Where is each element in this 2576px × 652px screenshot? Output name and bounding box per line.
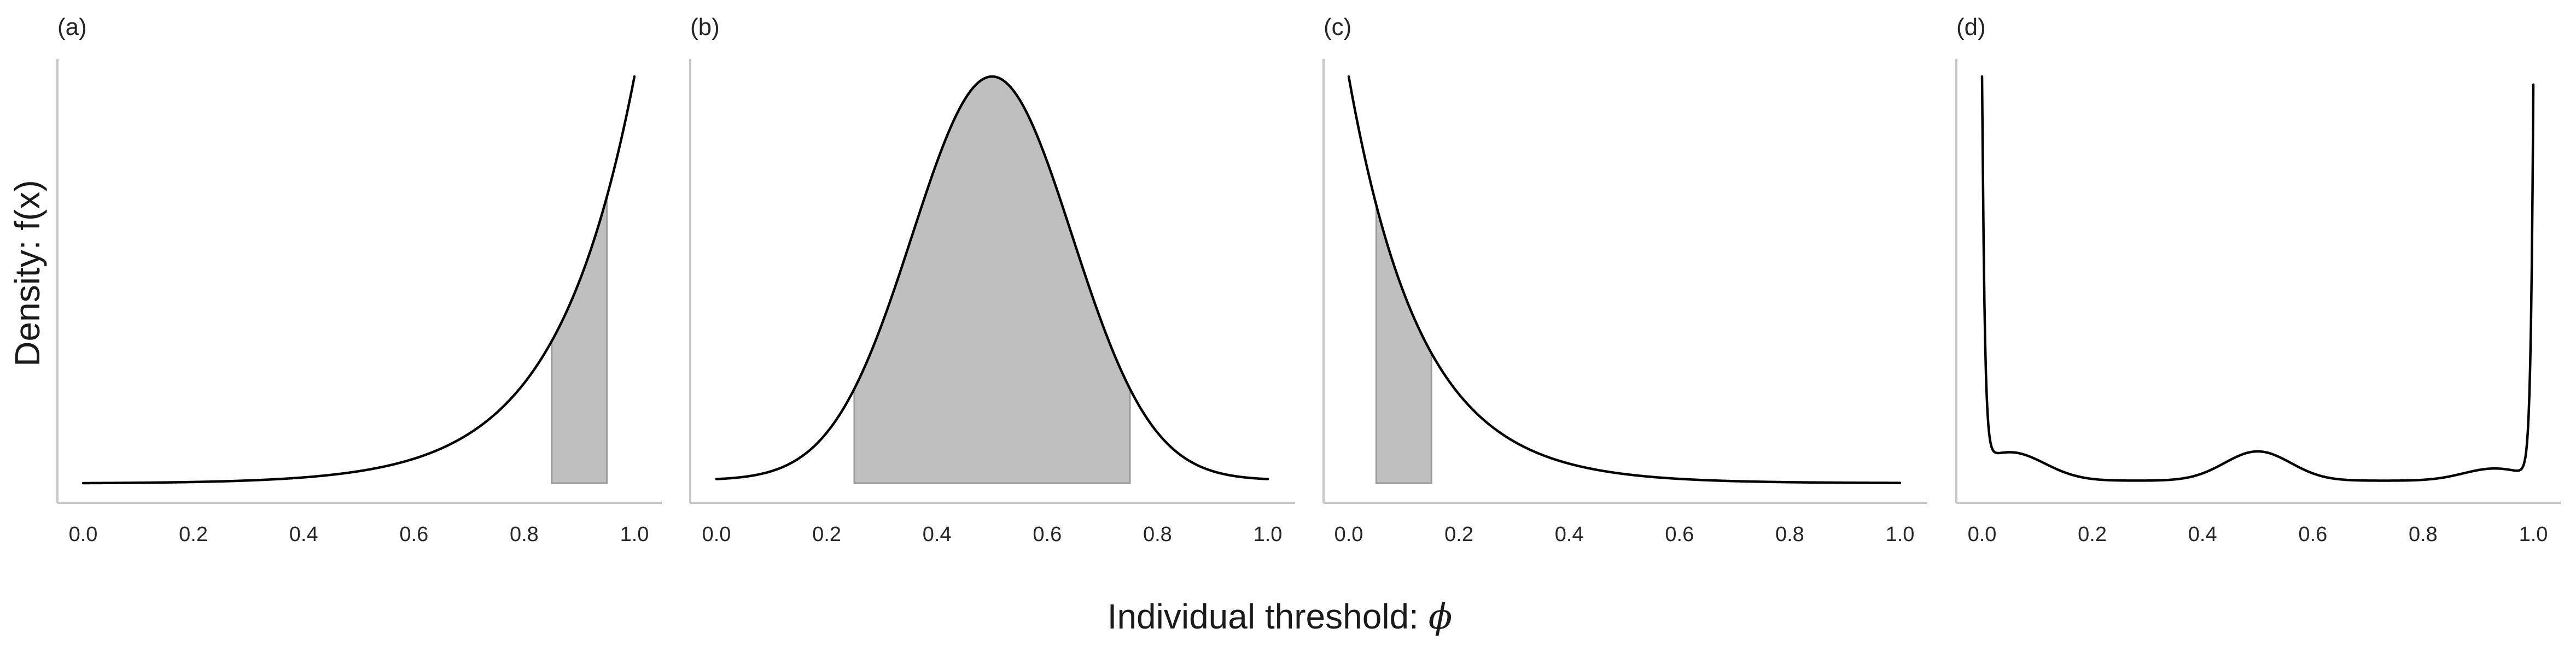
x-tick-label: 0.0	[1968, 523, 1997, 546]
density-curve	[1980, 75, 2535, 482]
panel-label: (d)	[1956, 14, 1986, 40]
x-tick-label: 1.0	[2519, 523, 2548, 546]
x-tick-label: 0.2	[179, 523, 208, 546]
x-tick-label: 0.8	[1143, 523, 1172, 546]
x-tick-label: 0.2	[1444, 523, 1473, 546]
shaded-region	[853, 75, 1131, 484]
x-axis-title-text: Individual threshold:	[1108, 597, 1429, 636]
panel-3: (c) 0.0 0.2 0.4 0.6 0.8 1.0	[1322, 14, 1927, 546]
density-curve	[1347, 75, 1902, 484]
x-tick-label: 0.6	[1665, 523, 1694, 546]
x-tick-label: 0.4	[2188, 523, 2217, 546]
x-tick-label: 0.0	[69, 523, 98, 546]
x-tick-label: 0.8	[2409, 523, 2438, 546]
x-tick-label: 0.0	[1334, 523, 1363, 546]
panel-label: (b)	[690, 14, 720, 40]
x-tick-label: 0.8	[1775, 523, 1804, 546]
density-curve	[81, 75, 636, 485]
panels: (a) 0.0 0.2 0.4 0.6 0.8 1.0 (b) 0.0 0.2 0.4 0.6 0.8 1…	[56, 14, 2561, 546]
x-tick-label: 0.6	[2298, 523, 2327, 546]
y-axis-title: Density: f(x)	[8, 180, 47, 366]
panel-2: (b) 0.0 0.2 0.4 0.6 0.8 1.0	[689, 14, 1295, 546]
shaded-region	[1375, 204, 1432, 484]
x-tick-label: 1.0	[1254, 523, 1283, 546]
x-tick-label: 0.4	[1555, 523, 1584, 546]
x-tick-label: 0.6	[399, 523, 428, 546]
panel-4: (d) 0.0 0.2 0.4 0.6 0.8 1.0	[1955, 14, 2561, 546]
x-tick-label: 0.4	[923, 523, 952, 546]
panel-1: (a) 0.0 0.2 0.4 0.6 0.8 1.0	[56, 14, 662, 546]
x-tick-label: 0.2	[812, 523, 841, 546]
x-tick-label: 0.8	[510, 523, 539, 546]
x-tick-label: 1.0	[1886, 523, 1915, 546]
density-curve	[715, 75, 1269, 480]
x-tick-label: 1.0	[620, 523, 649, 546]
x-axis-title: Individual threshold: ϕ	[1108, 597, 1453, 637]
panel-label: (a)	[57, 14, 87, 40]
panel-label: (c)	[1324, 14, 1351, 40]
x-tick-label: 0.4	[289, 523, 318, 546]
x-axis-title-symbol: ϕ	[1429, 597, 1453, 637]
x-tick-label: 0.2	[2078, 523, 2107, 546]
x-tick-label: 0.6	[1033, 523, 1062, 546]
shaded-region	[551, 196, 608, 484]
x-tick-label: 0.0	[702, 523, 731, 546]
